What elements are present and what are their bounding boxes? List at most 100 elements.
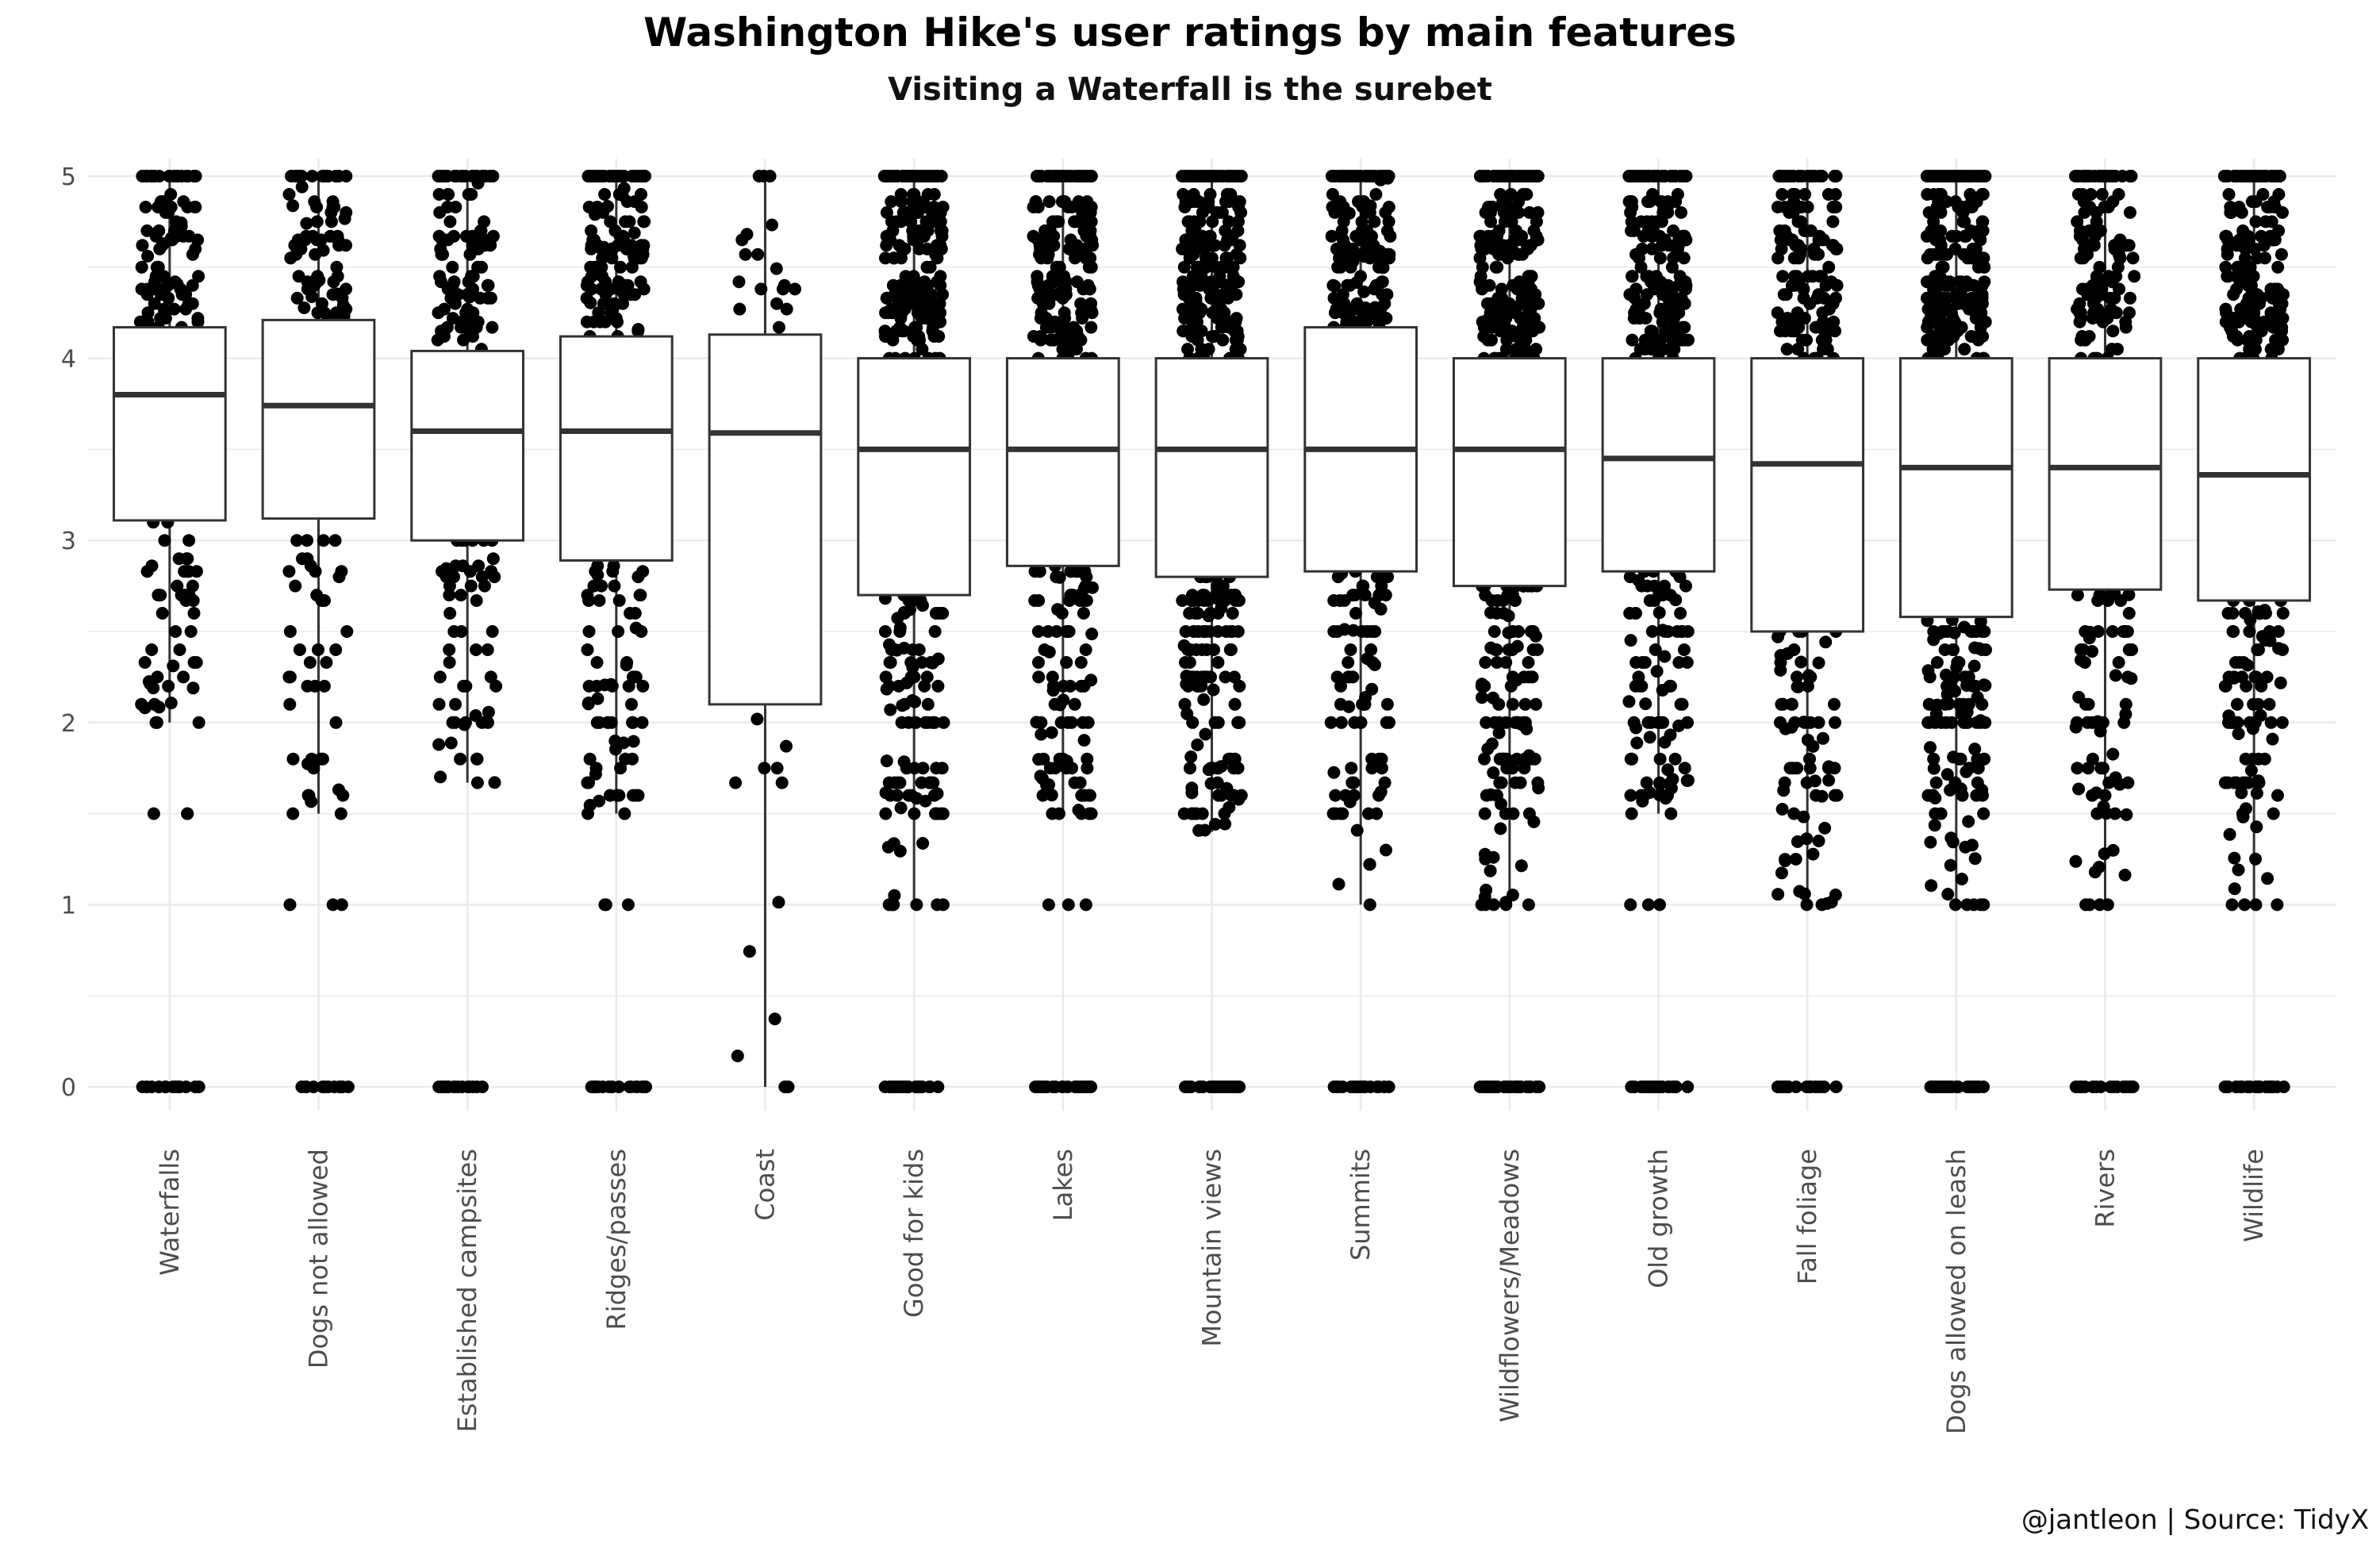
data-point — [1207, 239, 1221, 252]
data-point — [2087, 239, 2101, 252]
data-point — [340, 625, 354, 638]
data-point — [934, 278, 947, 292]
data-point — [923, 776, 936, 789]
data-point — [1042, 170, 1055, 182]
data-point — [1625, 224, 1637, 237]
data-point — [595, 242, 608, 255]
data-point — [1219, 670, 1232, 684]
data-point — [329, 643, 343, 656]
data-point — [932, 215, 946, 228]
data-point — [1362, 807, 1375, 820]
data-point — [1638, 656, 1652, 669]
data-point — [467, 170, 481, 182]
data-point — [2096, 315, 2109, 328]
data-point — [1921, 291, 1933, 305]
data-point — [1180, 302, 1194, 316]
data-point — [1069, 215, 1082, 228]
data-point — [1079, 898, 1092, 912]
data-point — [1526, 670, 1539, 684]
data-point — [1803, 762, 1817, 775]
data-point — [1066, 589, 1080, 602]
data-point — [2070, 716, 2083, 729]
data-point — [2231, 697, 2244, 711]
data-point — [2274, 302, 2287, 316]
data-point — [1922, 697, 1936, 711]
data-point — [599, 275, 612, 289]
data-point — [1473, 251, 1487, 265]
data-point — [1812, 835, 1825, 847]
data-point — [283, 898, 297, 912]
data-point — [2096, 170, 2109, 182]
data-point — [1653, 251, 1667, 265]
data-point — [1775, 866, 1788, 880]
data-point — [475, 716, 489, 729]
data-point — [1380, 288, 1394, 301]
data-point — [159, 205, 172, 219]
data-point — [486, 625, 499, 638]
data-point — [168, 275, 182, 289]
y-tick-label: 5 — [61, 163, 76, 191]
data-point — [1032, 656, 1045, 669]
data-point — [1064, 679, 1077, 693]
data-point — [482, 705, 495, 719]
data-point — [1204, 170, 1218, 182]
data-point — [1793, 248, 1806, 261]
data-point — [732, 275, 746, 289]
data-point — [1675, 205, 1687, 219]
data-point — [1079, 251, 1092, 265]
data-point — [894, 278, 908, 292]
data-point — [889, 170, 902, 182]
data-point — [603, 789, 616, 802]
data-point — [1065, 201, 1079, 213]
data-point — [1978, 170, 1991, 182]
data-point — [1070, 343, 1083, 356]
data-point — [927, 201, 941, 213]
data-point — [1630, 721, 1643, 735]
data-point — [145, 1081, 159, 1093]
data-point — [1502, 205, 1515, 219]
data-point — [1775, 803, 1789, 816]
data-point — [1033, 239, 1046, 252]
data-point — [447, 1081, 461, 1093]
data-point — [1785, 697, 1798, 711]
data-point — [1518, 752, 1531, 766]
data-point — [186, 681, 200, 695]
data-point — [1473, 1081, 1487, 1093]
data-point — [1518, 343, 1532, 356]
y-tick-label: 3 — [61, 528, 76, 555]
data-point — [618, 807, 631, 820]
data-point — [1530, 215, 1543, 228]
data-point — [2276, 607, 2290, 620]
data-point — [192, 716, 205, 729]
data-point — [879, 251, 892, 265]
data-point — [310, 215, 324, 228]
data-point — [1624, 898, 1637, 912]
data-point — [1775, 188, 1789, 201]
data-point — [898, 607, 912, 620]
data-point — [912, 288, 926, 301]
data-point — [1800, 333, 1813, 347]
data-point — [582, 594, 595, 607]
data-point — [1064, 233, 1077, 247]
data-point — [2092, 861, 2106, 873]
data-point — [284, 251, 298, 265]
data-point — [1960, 1081, 1974, 1093]
data-point — [1974, 615, 1987, 628]
data-point — [147, 807, 160, 820]
data-point — [1641, 1081, 1654, 1093]
data-point — [1179, 656, 1192, 669]
data-point — [457, 333, 470, 347]
data-point — [1803, 752, 1816, 766]
data-point — [442, 188, 455, 201]
data-point — [1042, 297, 1056, 310]
data-point — [1661, 278, 1675, 292]
data-point — [1628, 291, 1641, 305]
data-point — [2248, 242, 2262, 255]
data-point — [1057, 693, 1070, 707]
data-point — [1945, 1081, 1959, 1093]
data-point — [1055, 607, 1069, 620]
data-point — [1084, 201, 1098, 213]
data-point — [292, 270, 305, 283]
data-point — [2267, 288, 2281, 301]
data-point — [2105, 302, 2118, 316]
